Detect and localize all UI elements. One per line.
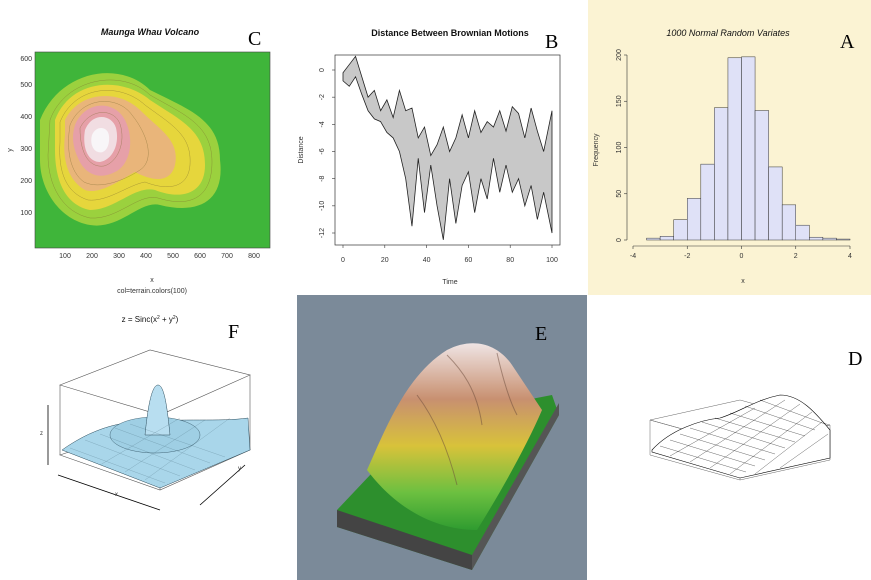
histogram-bar [795, 224, 810, 241]
histogram-ytick: 200 [616, 49, 623, 61]
sinc-axes [47, 405, 246, 511]
histogram-bar [659, 236, 674, 241]
brownian-x-label: Time [442, 279, 457, 286]
brownian-chart: Distance Between Brownian Motions B 0 20 4… [298, 28, 561, 286]
sinc-mesh [69, 417, 231, 484]
volcano-terrain [40, 73, 221, 226]
panel-letter-b: B [545, 31, 558, 53]
histogram-ytick: 0 [616, 238, 623, 242]
sinc-axis-z: z [40, 431, 43, 437]
panel-letter-d: D [848, 348, 862, 370]
histogram-bar [687, 198, 702, 241]
wireframe-panel: D [649, 348, 862, 481]
histogram-bar [714, 107, 729, 241]
volcano-title: Maunga Whau Volcano [101, 27, 200, 37]
volcano-ytick: 200 [20, 178, 32, 185]
volcano-xtick: 300 [113, 253, 125, 260]
volcano-subtitle: col=terrain.colors(100) [117, 288, 187, 295]
volcano-contours [47, 79, 213, 219]
brownian-xtick: 40 [423, 257, 431, 264]
histogram-xtick: 2 [794, 253, 798, 260]
volcano-y-ticks: 100 200 300 400 500 600 [20, 56, 32, 217]
brownian-xtick: 20 [381, 257, 389, 264]
brownian-title: Distance Between Brownian Motions [371, 28, 529, 38]
volcano-xtick: 600 [194, 253, 206, 260]
histogram-bar [822, 237, 837, 241]
histogram-bar [754, 110, 769, 241]
brownian-xtick: 80 [506, 257, 514, 264]
volcano-y-label: y [7, 148, 14, 152]
volcano-ytick: 500 [20, 82, 32, 89]
brownian-xtick: 100 [546, 257, 558, 264]
volcano-xtick: 200 [86, 253, 98, 260]
sinc-title: z = Sinc(x2 + y2) [122, 315, 179, 324]
terrain-side-right [472, 403, 559, 570]
sinc-surface-panel: z = Sinc(x2 + y2) F z x y [40, 315, 251, 511]
terrain-ridges [416, 352, 518, 486]
sinc-axis-y: y [238, 466, 241, 472]
brownian-ytick: -4 [319, 121, 326, 127]
histogram-y-label: Frequency [593, 133, 600, 167]
panel-letter-e: E [535, 323, 547, 345]
wireframe-mesh [659, 399, 829, 475]
volcano-xtick: 100 [59, 253, 71, 260]
histogram-bar [836, 238, 851, 241]
volcano-ytick: 600 [20, 56, 32, 63]
histogram-xtick: -4 [630, 253, 636, 260]
volcano-x-label: x [150, 277, 154, 284]
volcano-xtick: 800 [248, 253, 260, 260]
histogram-bar [727, 57, 742, 241]
volcano-xtick: 700 [221, 253, 233, 260]
volcano-xtick: 500 [167, 253, 179, 260]
histogram-x-label: x [741, 278, 745, 285]
histogram-xtick: 4 [848, 253, 852, 260]
brownian-ytick: -12 [319, 228, 326, 238]
histogram-bar [673, 219, 688, 241]
histogram-title: 1000 Normal Random Variates [666, 28, 790, 38]
brownian-xtick: 60 [465, 257, 473, 264]
histogram-ytick: 100 [616, 142, 623, 154]
terrain-mountain [367, 343, 542, 530]
panel-letter-f: F [228, 321, 239, 343]
histogram-chart: 1000 Normal Random Variates A -4 -2 0 2 4 0 5… [588, 0, 871, 295]
brownian-ytick: -6 [319, 148, 326, 154]
volcano-ytick: 400 [20, 114, 32, 121]
brownian-ytick: -2 [319, 94, 326, 100]
histogram-ytick: 150 [616, 95, 623, 107]
panel-letter-c: C [248, 28, 261, 50]
terrain-side [337, 510, 472, 570]
volcano-contour-panel: Maunga Whau Volcano C 100 200 300 400 50… [7, 27, 271, 295]
brownian-ytick: -8 [319, 175, 326, 181]
panel-letter-a: A [840, 31, 855, 53]
brownian-area [342, 55, 553, 240]
histogram-bar [700, 163, 715, 241]
terrain-3d-panel: E [297, 295, 587, 580]
volcano-ytick: 100 [20, 210, 32, 217]
histogram-bar [781, 204, 796, 241]
sinc-surface [61, 384, 251, 489]
histogram-ytick: 50 [616, 190, 623, 198]
histogram-bar [646, 237, 661, 241]
brownian-ytick: -10 [319, 201, 326, 211]
histogram-xtick: 0 [740, 253, 744, 260]
histogram-bar [741, 56, 756, 241]
histogram-xtick: -2 [684, 253, 690, 260]
volcano-ytick: 300 [20, 146, 32, 153]
brownian-xtick: 0 [341, 257, 345, 264]
sinc-axis-x: x [115, 492, 118, 498]
volcano-x-ticks: 100 200 300 400 500 600 700 800 [59, 253, 260, 260]
histogram-bar [768, 166, 783, 241]
histogram-bar [809, 236, 824, 241]
brownian-ytick: 0 [319, 68, 326, 72]
brownian-y-label: Distance [298, 136, 305, 163]
volcano-xtick: 400 [140, 253, 152, 260]
